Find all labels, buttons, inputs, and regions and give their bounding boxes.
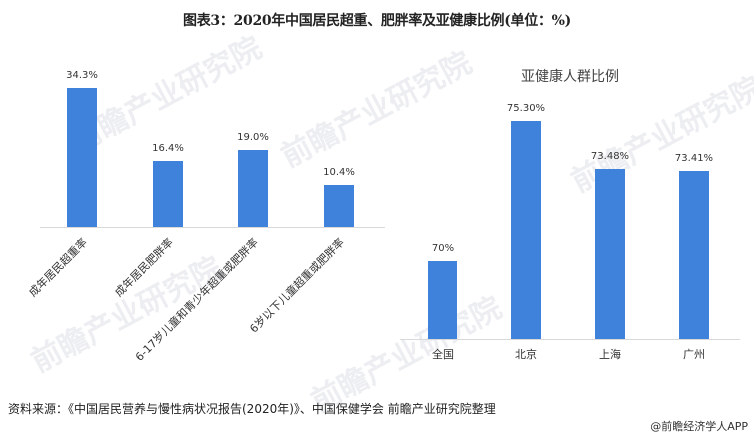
x-axis-line bbox=[40, 227, 385, 228]
bar-beijing bbox=[511, 121, 541, 339]
credit-note: @前瞻经济学人APP bbox=[650, 420, 748, 433]
chart-subtitle: 亚健康人群比例 bbox=[521, 69, 619, 85]
bar-value-label: 34.3% bbox=[66, 70, 98, 81]
x-category-label: 北京 bbox=[515, 348, 537, 361]
bar-guangzhou bbox=[679, 171, 709, 339]
right-bar-chart: 亚健康人群比例 70% 75.30% 73.48% 73.41% 全国 北京 上… bbox=[400, 69, 740, 361]
x-category-label: 全国 bbox=[432, 348, 454, 361]
source-note: 资料来源：《中国居民营养与慢性病状况报告(2020年)》、中国保健学会 前瞻产业… bbox=[8, 402, 496, 416]
bar-value-label: 10.4% bbox=[323, 167, 355, 178]
bar-adult-obesity bbox=[153, 161, 183, 227]
bar-value-label: 16.4% bbox=[152, 143, 184, 154]
bar-shanghai bbox=[595, 169, 625, 339]
bar-value-label: 70% bbox=[431, 243, 455, 254]
x-axis-line bbox=[400, 339, 740, 340]
bar-children-6-17 bbox=[238, 150, 268, 227]
bar-value-label: 73.41% bbox=[674, 153, 714, 164]
left-bar-chart: 34.3% 16.4% 19.0% 10.4% 成年居民超重率 成年居民肥胖率 … bbox=[0, 0, 395, 390]
figure-title: 图表3：2020年中国居民超重、肥胖率及亚健康比例(单位：%) bbox=[183, 13, 571, 29]
bar-children-under-6 bbox=[324, 185, 354, 227]
x-category-label: 广州 bbox=[683, 348, 705, 361]
bar-national bbox=[428, 261, 457, 339]
bar-value-label: 19.0% bbox=[237, 132, 269, 143]
x-category-label: 上海 bbox=[599, 348, 621, 361]
bar-adult-overweight bbox=[67, 88, 97, 227]
bar-value-label: 75.30% bbox=[506, 103, 546, 114]
bar-value-label: 73.48% bbox=[590, 151, 630, 162]
